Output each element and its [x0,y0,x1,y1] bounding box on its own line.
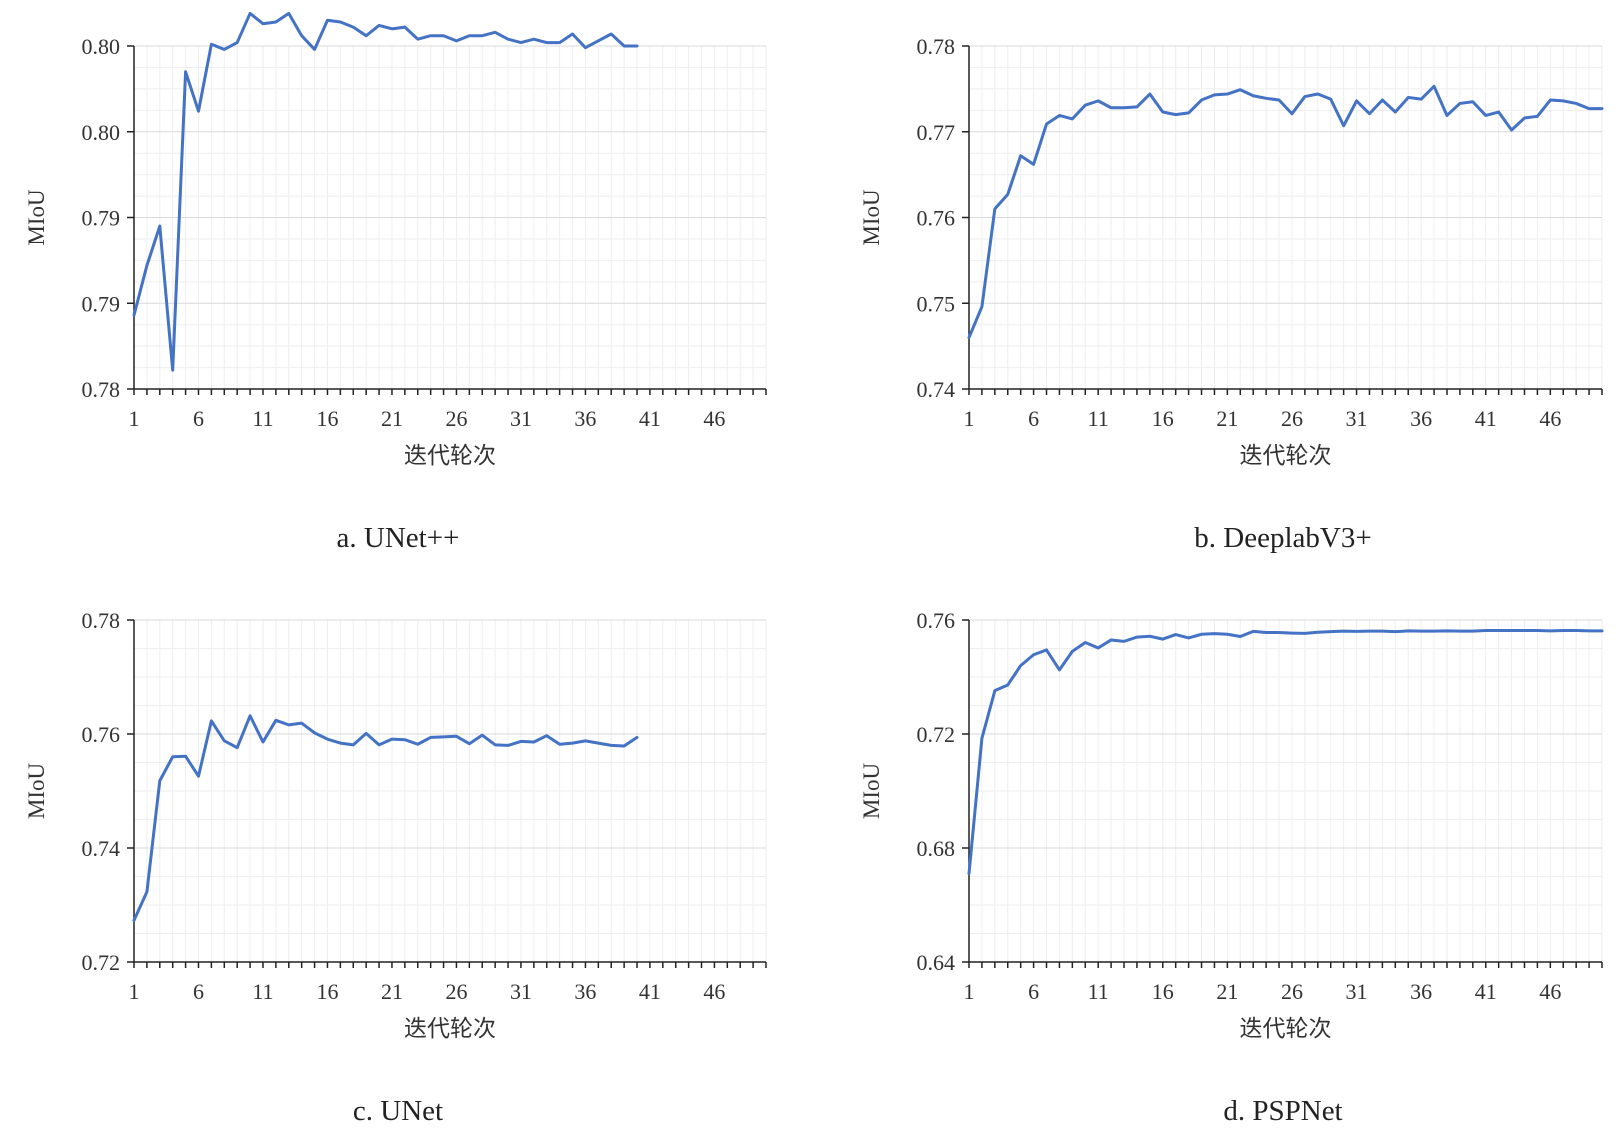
x-tick-label: 36 [1410,406,1432,431]
y-tick-label: 0.78 [82,377,121,402]
y-tick-label: 0.74 [917,377,956,402]
y-tick-label: 0.77 [917,120,956,145]
x-tick-label: 36 [574,979,596,1004]
x-tick-label: 21 [1216,406,1238,431]
x-tick-label: 1 [964,979,975,1004]
x-tick-label: 26 [1281,406,1303,431]
y-tick-label: 0.75 [917,291,956,316]
x-tick-label: 6 [1028,406,1039,431]
x-tick-label: 36 [1410,979,1432,1004]
x-tick-label: 16 [316,979,338,1004]
x-tick-label: 36 [574,406,596,431]
x-tick-label: 1 [129,979,140,1004]
chart-caption: a. UNet++ [337,522,460,554]
x-tick-label: 21 [1216,979,1238,1004]
y-tick-label: 0.72 [917,722,956,747]
x-tick-label: 6 [193,406,204,431]
x-tick-label: 46 [703,979,725,1004]
x-tick-label: 46 [1539,979,1561,1004]
x-tick-label: 11 [252,406,273,431]
x-tick-label: 11 [1088,979,1109,1004]
x-tick-label: 16 [1152,406,1174,431]
x-axis-title: 迭代轮次 [404,1016,496,1041]
x-tick-label: 21 [381,406,403,431]
x-tick-label: 41 [1475,406,1497,431]
series-line-0 [132,714,639,922]
x-tick-label: 31 [1346,406,1368,431]
x-tick-label: 1 [964,406,975,431]
x-tick-label: 21 [381,979,403,1004]
chart-caption: c. UNet [353,1095,443,1127]
x-tick-label: 41 [1475,979,1497,1004]
y-tick-label: 0.76 [917,206,956,231]
y-axis-title: MIoU [859,189,884,246]
chart-caption: d. PSPNet [1223,1095,1342,1127]
chart-panel-2: 0.720.740.760.781 6 11 16 21 26 31 36 41 46迭代轮次MI… [24,608,767,1127]
x-tick-label: 26 [445,979,467,1004]
x-tick-label: 16 [316,406,338,431]
x-tick-label: 31 [1346,979,1368,1004]
chart-panel-3: 0.640.680.720.761 6 11 16 21 26 31 36 41 46迭代轮次MI… [859,608,1604,1127]
y-tick-label: 0.74 [82,836,121,861]
y-tick-label: 0.76 [917,608,956,633]
chart-panel-1: 0.740.750.760.770.781 6 11 16 21 26 31 36 41 46迭代… [859,34,1604,554]
series-line-0 [967,84,1604,340]
x-axis-title: 迭代轮次 [1240,443,1332,468]
x-tick-label: 1 [129,406,140,431]
chart-panel-0: 0.780.790.790.800.801 6 11 16 21 26 31 36 41 46迭代… [24,11,767,554]
y-tick-label: 0.79 [82,291,121,316]
x-tick-label: 16 [1152,979,1174,1004]
y-tick-label: 0.79 [82,206,121,231]
y-tick-label: 0.80 [82,34,121,59]
x-tick-label: 41 [639,979,661,1004]
x-tick-label: 26 [445,406,467,431]
x-axis-title: 迭代轮次 [1240,1016,1332,1041]
x-tick-label: 41 [639,406,661,431]
y-tick-label: 0.78 [82,608,121,633]
x-tick-label: 46 [1539,406,1561,431]
y-tick-label: 0.68 [917,836,956,861]
series-line-0 [132,11,639,372]
chart-caption: b. DeeplabV3+ [1194,522,1371,554]
series-line-0 [967,629,1604,876]
y-axis-title: MIoU [24,189,49,246]
x-axis-title: 迭代轮次 [404,443,496,468]
x-tick-label: 6 [1028,979,1039,1004]
y-tick-label: 0.80 [82,120,121,145]
y-axis-title: MIoU [24,763,49,820]
y-tick-label: 0.76 [82,722,121,747]
y-tick-label: 0.78 [917,34,956,59]
x-tick-label: 26 [1281,979,1303,1004]
y-tick-label: 0.64 [917,950,956,975]
x-tick-label: 31 [510,406,532,431]
y-axis-title: MIoU [859,763,884,820]
x-tick-label: 6 [193,979,204,1004]
x-tick-label: 31 [510,979,532,1004]
x-tick-label: 11 [1088,406,1109,431]
y-tick-label: 0.72 [82,950,121,975]
x-tick-label: 46 [703,406,725,431]
x-tick-label: 11 [252,979,273,1004]
